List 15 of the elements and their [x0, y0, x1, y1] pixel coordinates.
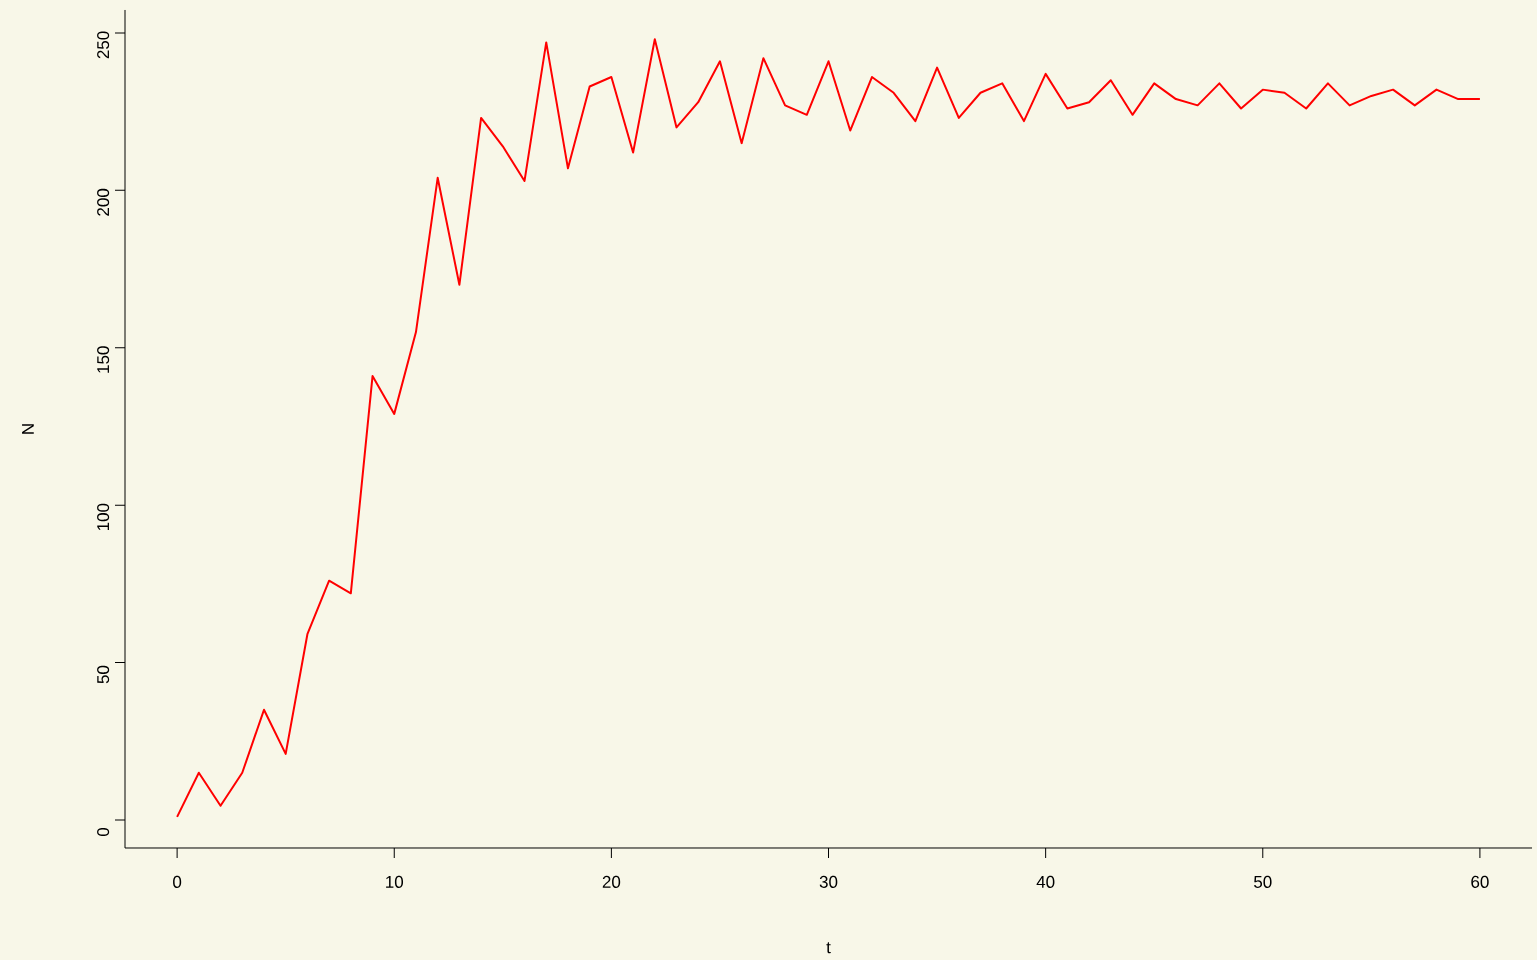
x-tick-label: 20: [602, 875, 621, 888]
x-tick-label: 60: [1471, 875, 1489, 888]
x-axis-title: t: [826, 942, 831, 954]
x-tick-label: 50: [1254, 875, 1272, 888]
x-tick-label: 40: [1036, 875, 1055, 888]
x-tick-label: 0: [173, 875, 182, 888]
x-tick-label: 30: [819, 875, 838, 888]
y-tick-label: 0: [97, 827, 110, 837]
y-tick-label: 100: [97, 503, 110, 531]
y-tick-label: 250: [97, 31, 110, 59]
y-tick-label: 150: [97, 346, 110, 373]
y-tick-label: 200: [97, 188, 110, 216]
y-axis-title: N: [22, 424, 34, 434]
x-tick-label: 10: [386, 875, 404, 888]
y-tick-label: 50: [97, 665, 110, 684]
